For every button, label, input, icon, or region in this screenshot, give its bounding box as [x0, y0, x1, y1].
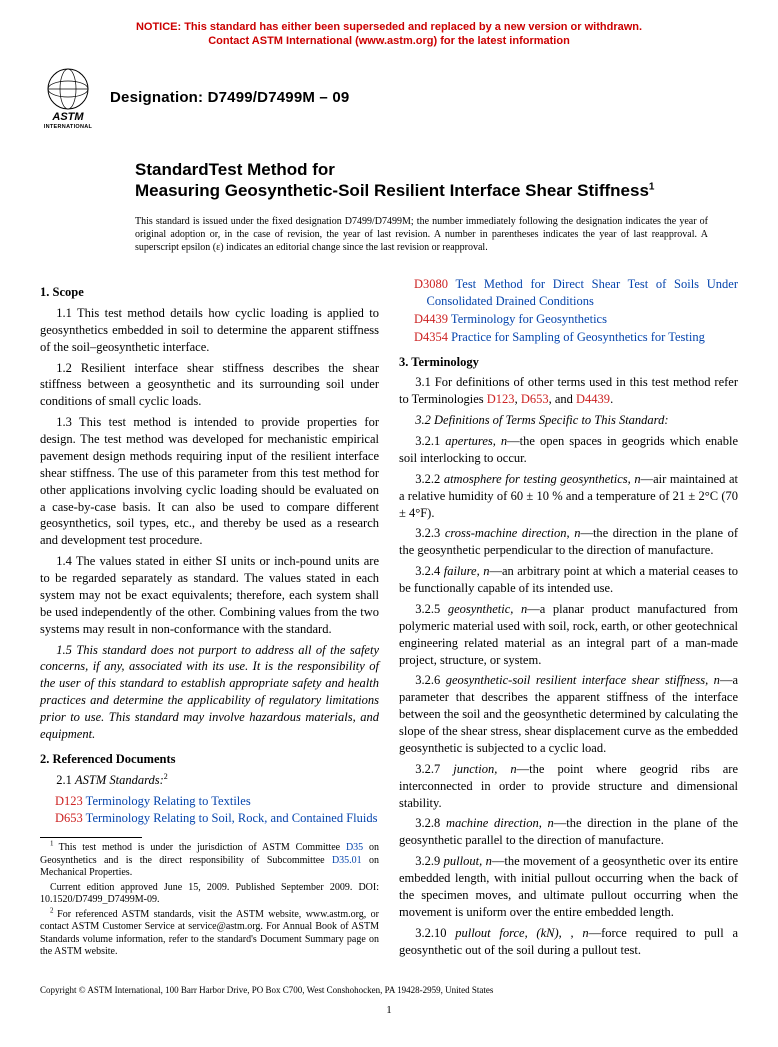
notice-line1: NOTICE: This standard has either been su… — [136, 21, 642, 33]
refs-heading: 2. Referenced Documents — [40, 751, 379, 768]
ref-d4439[interactable]: D4439 Terminology for Geosynthetics — [427, 311, 739, 328]
link-d4439[interactable]: D4439 — [576, 392, 610, 406]
body-columns: 1. Scope 1.1 This test method details ho… — [40, 276, 738, 962]
page-number: 1 — [40, 1003, 738, 1018]
scope-1-3: 1.3 This test method is intended to prov… — [40, 414, 379, 549]
scope-heading: 1. Scope — [40, 284, 379, 301]
link-d35[interactable]: D35 — [346, 842, 363, 853]
right-column: D3080 Test Method for Direct Shear Test … — [399, 276, 738, 962]
ref-d4354[interactable]: D4354 Practice for Sampling of Geosynthe… — [427, 329, 739, 346]
ref-d653[interactable]: D653 Terminology Relating to Soil, Rock,… — [68, 810, 380, 827]
title-superscript: 1 — [649, 181, 655, 192]
copyright: Copyright © ASTM International, 100 Barr… — [40, 984, 738, 996]
footnote-2: 2 For referenced ASTM standards, visit t… — [40, 909, 379, 959]
terminology-heading: 3. Terminology — [399, 354, 738, 371]
scope-1-4: 1.4 The values stated in either SI units… — [40, 553, 379, 637]
scope-1-2: 1.2 Resilient interface shear stiffness … — [40, 360, 379, 411]
def-3-2-5: 3.2.5 geosynthetic, n—a planar product m… — [399, 601, 738, 669]
header: ASTM INTERNATIONAL Designation: D7499/D7… — [40, 67, 738, 131]
link-d123[interactable]: D123 — [487, 392, 515, 406]
issuance-note: This standard is issued under the fixed … — [135, 215, 708, 254]
term-3-1: 3.1 For definitions of other terms used … — [399, 374, 738, 408]
def-3-2-9: 3.2.9 pullout, n—the movement of a geosy… — [399, 853, 738, 921]
title-main: Measuring Geosynthetic-Soil Resilient In… — [135, 181, 649, 200]
svg-text:INTERNATIONAL: INTERNATIONAL — [44, 124, 93, 130]
def-3-2-6: 3.2.6 geosynthetic-soil resilient interf… — [399, 672, 738, 756]
def-3-2-1: 3.2.1 apertures, n—the open spaces in ge… — [399, 433, 738, 467]
title-block: StandardTest Method for Measuring Geosyn… — [135, 159, 708, 202]
designation: Designation: D7499/D7499M – 09 — [110, 88, 349, 108]
def-3-2-2: 3.2.2 atmosphere for testing geosyntheti… — [399, 471, 738, 522]
notice-line2: Contact ASTM International (www.astm.org… — [208, 35, 570, 47]
title-prefix: StandardTest Method for — [135, 160, 335, 179]
link-d653[interactable]: D653 — [521, 392, 549, 406]
refs-intro: 2.1 ASTM Standards:2 — [40, 772, 379, 789]
term-3-2: 3.2 Definitions of Terms Specific to Thi… — [399, 412, 738, 429]
def-3-2-8: 3.2.8 machine direction, n—the direction… — [399, 815, 738, 849]
svg-text:ASTM: ASTM — [51, 111, 84, 123]
ref-d123[interactable]: D123 Terminology Relating to Textiles — [68, 793, 380, 810]
scope-1-5: 1.5 This standard does not purport to ad… — [40, 642, 379, 743]
def-3-2-7: 3.2.7 junction, n—the point where geogri… — [399, 761, 738, 812]
scope-1-1: 1.1 This test method details how cyclic … — [40, 305, 379, 356]
footnote-1: 1 This test method is under the jurisdic… — [40, 842, 379, 880]
ref-d3080[interactable]: D3080 Test Method for Direct Shear Test … — [427, 276, 739, 310]
link-d35-01[interactable]: D35.01 — [332, 855, 362, 866]
standard-title: StandardTest Method for Measuring Geosyn… — [135, 159, 708, 202]
astm-logo: ASTM INTERNATIONAL — [40, 67, 96, 131]
footnote-1b: Current edition approved June 15, 2009. … — [40, 882, 379, 907]
def-3-2-10: 3.2.10 pullout force, (kN), , n—force re… — [399, 925, 738, 959]
def-3-2-4: 3.2.4 failure, n—an arbitrary point at w… — [399, 563, 738, 597]
left-column: 1. Scope 1.1 This test method details ho… — [40, 276, 379, 962]
notice-banner: NOTICE: This standard has either been su… — [40, 20, 738, 49]
footnote-rule — [40, 837, 142, 838]
def-3-2-3: 3.2.3 cross-machine direction, n—the dir… — [399, 525, 738, 559]
